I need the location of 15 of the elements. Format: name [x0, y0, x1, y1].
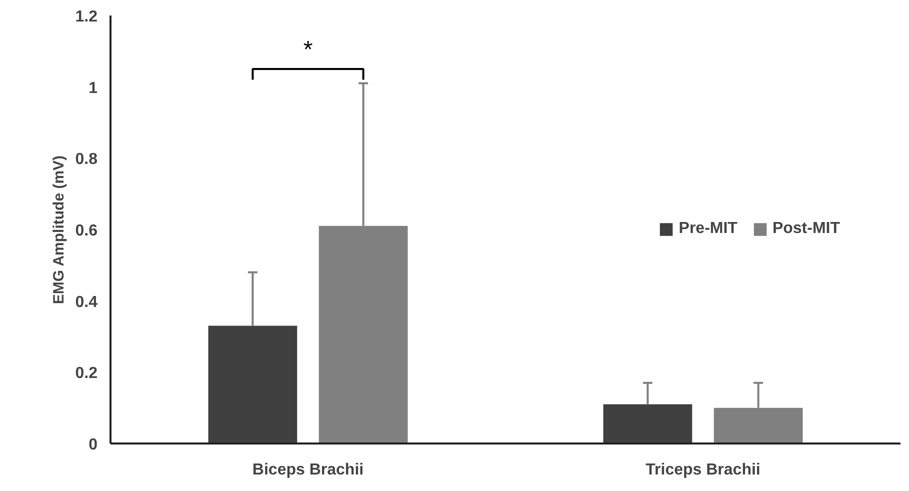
y-tick-label: 1 [88, 80, 98, 97]
y-tick-label: 1.2 [75, 8, 98, 26]
y-tick-label: 0.2 [75, 365, 98, 382]
legend-label: Pre-MIT [678, 220, 738, 238]
y-tick-label: 0.4 [75, 294, 98, 311]
x-tick-label: Biceps Brachii [252, 462, 364, 478]
y-tick-label: 0.8 [75, 151, 98, 168]
x-tick-label: Triceps Brachii [646, 462, 760, 478]
bar [603, 404, 692, 444]
y-tick-label: 0 [88, 436, 98, 454]
y-tick-label: 0.6 [75, 222, 98, 240]
bar [208, 326, 298, 444]
annotation: * [303, 36, 313, 64]
y-axis-title: EMG Amplitude (mV) [50, 155, 68, 304]
legend-label: Post-MIT [772, 220, 840, 238]
